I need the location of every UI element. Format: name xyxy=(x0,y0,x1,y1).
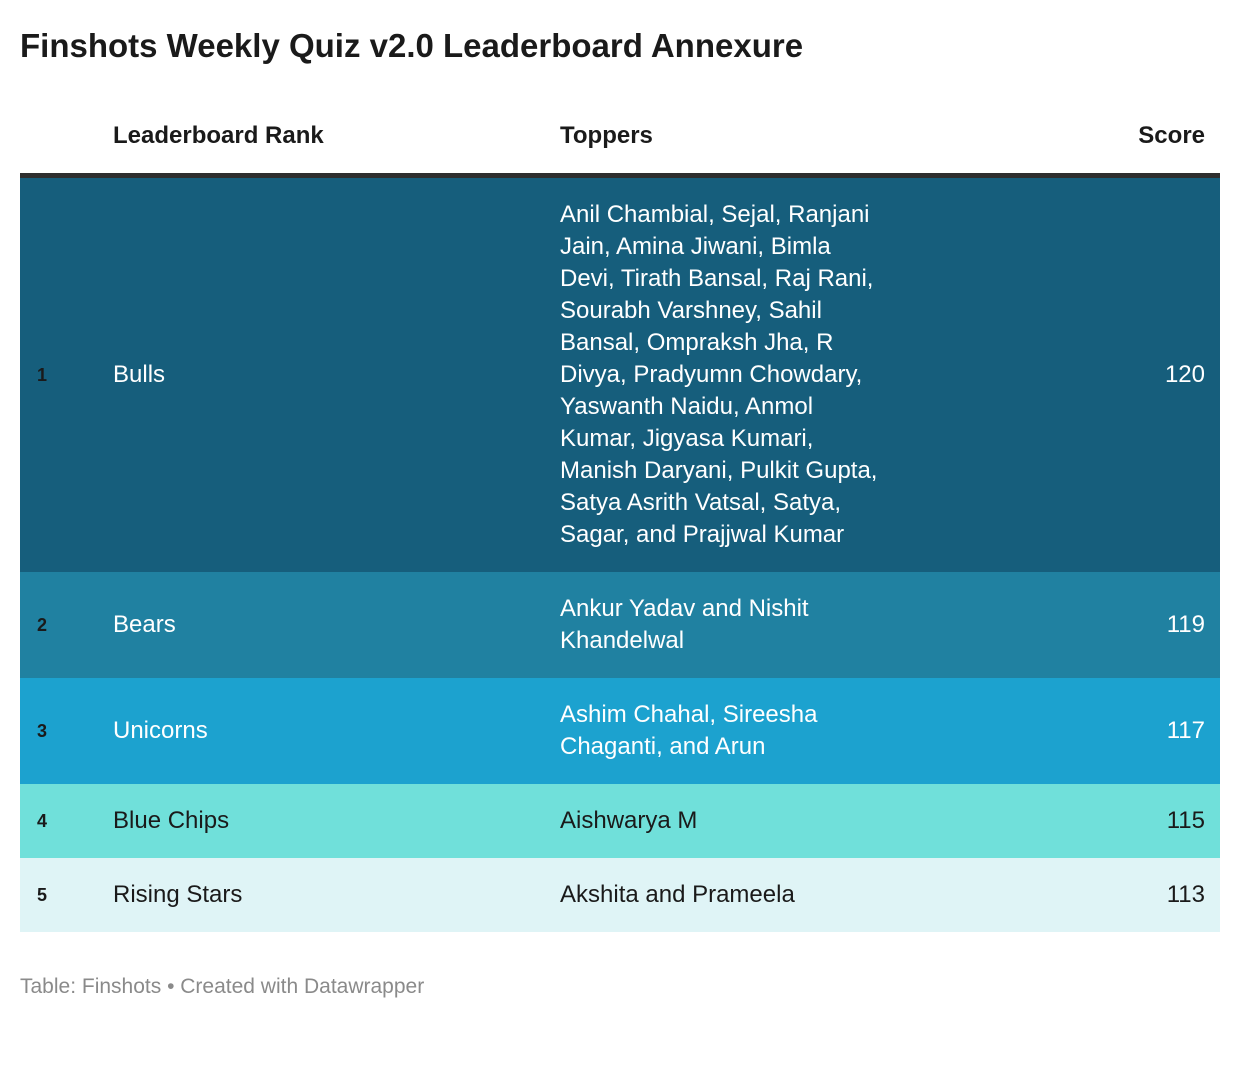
score-cell: 120 xyxy=(1164,361,1205,388)
leaderboard-table: Leaderboard Rank Toppers Score 1 Bulls A… xyxy=(20,66,1220,932)
table-row-bulls: 1 Bulls Anil Chambial, Sejal, Ranjani Ja… xyxy=(20,175,1220,572)
rank-cell: 5 xyxy=(37,885,48,905)
team-cell: Blue Chips xyxy=(113,807,230,834)
table-row-blue-chips: 4 Blue Chips Aishwarya M 115 xyxy=(20,784,1220,858)
rank-cell: 2 xyxy=(37,615,48,635)
toppers-cell: Akshita and Prameela xyxy=(560,881,795,908)
toppers-cell: Anil Chambial, Sejal, Ranjani Jain, Amin… xyxy=(560,201,878,548)
footer-attribution: Table: Finshots • Created with Datawrapp… xyxy=(20,975,425,998)
table-row-bears: 2 Bears Ankur Yadav and Nishit Khandelwa… xyxy=(20,572,1220,678)
column-header-score: Score xyxy=(900,66,1220,178)
table-row-rising-stars: 5 Rising Stars Akshita and Prameela 113 xyxy=(20,858,1220,932)
team-cell: Unicorns xyxy=(113,717,208,744)
score-cell: 117 xyxy=(1166,717,1205,744)
score-cell: 115 xyxy=(1166,807,1205,834)
rank-cell: 4 xyxy=(37,811,48,831)
team-cell: Rising Stars xyxy=(113,881,243,908)
column-header-rank xyxy=(20,66,100,178)
column-header-toppers: Toppers xyxy=(550,66,900,178)
toppers-cell: Ankur Yadav and Nishit Khandelwal xyxy=(560,595,809,654)
score-cell: 119 xyxy=(1166,611,1205,638)
rank-cell: 3 xyxy=(37,721,48,741)
toppers-cell: Aishwarya M xyxy=(560,807,698,834)
team-cell: Bears xyxy=(113,611,176,638)
page-title: Finshots Weekly Quiz v2.0 Leaderboard An… xyxy=(20,27,804,64)
column-header-leaderboard-rank: Leaderboard Rank xyxy=(100,66,550,178)
rank-cell: 1 xyxy=(37,365,48,385)
toppers-cell: Ashim Chahal, Sireesha Chaganti, and Aru… xyxy=(560,701,818,760)
team-cell: Bulls xyxy=(113,361,166,388)
header-row: Leaderboard Rank Toppers Score xyxy=(20,66,1220,178)
table-row-unicorns: 3 Unicorns Ashim Chahal, Sireesha Chagan… xyxy=(20,678,1220,784)
score-cell: 113 xyxy=(1166,881,1205,908)
